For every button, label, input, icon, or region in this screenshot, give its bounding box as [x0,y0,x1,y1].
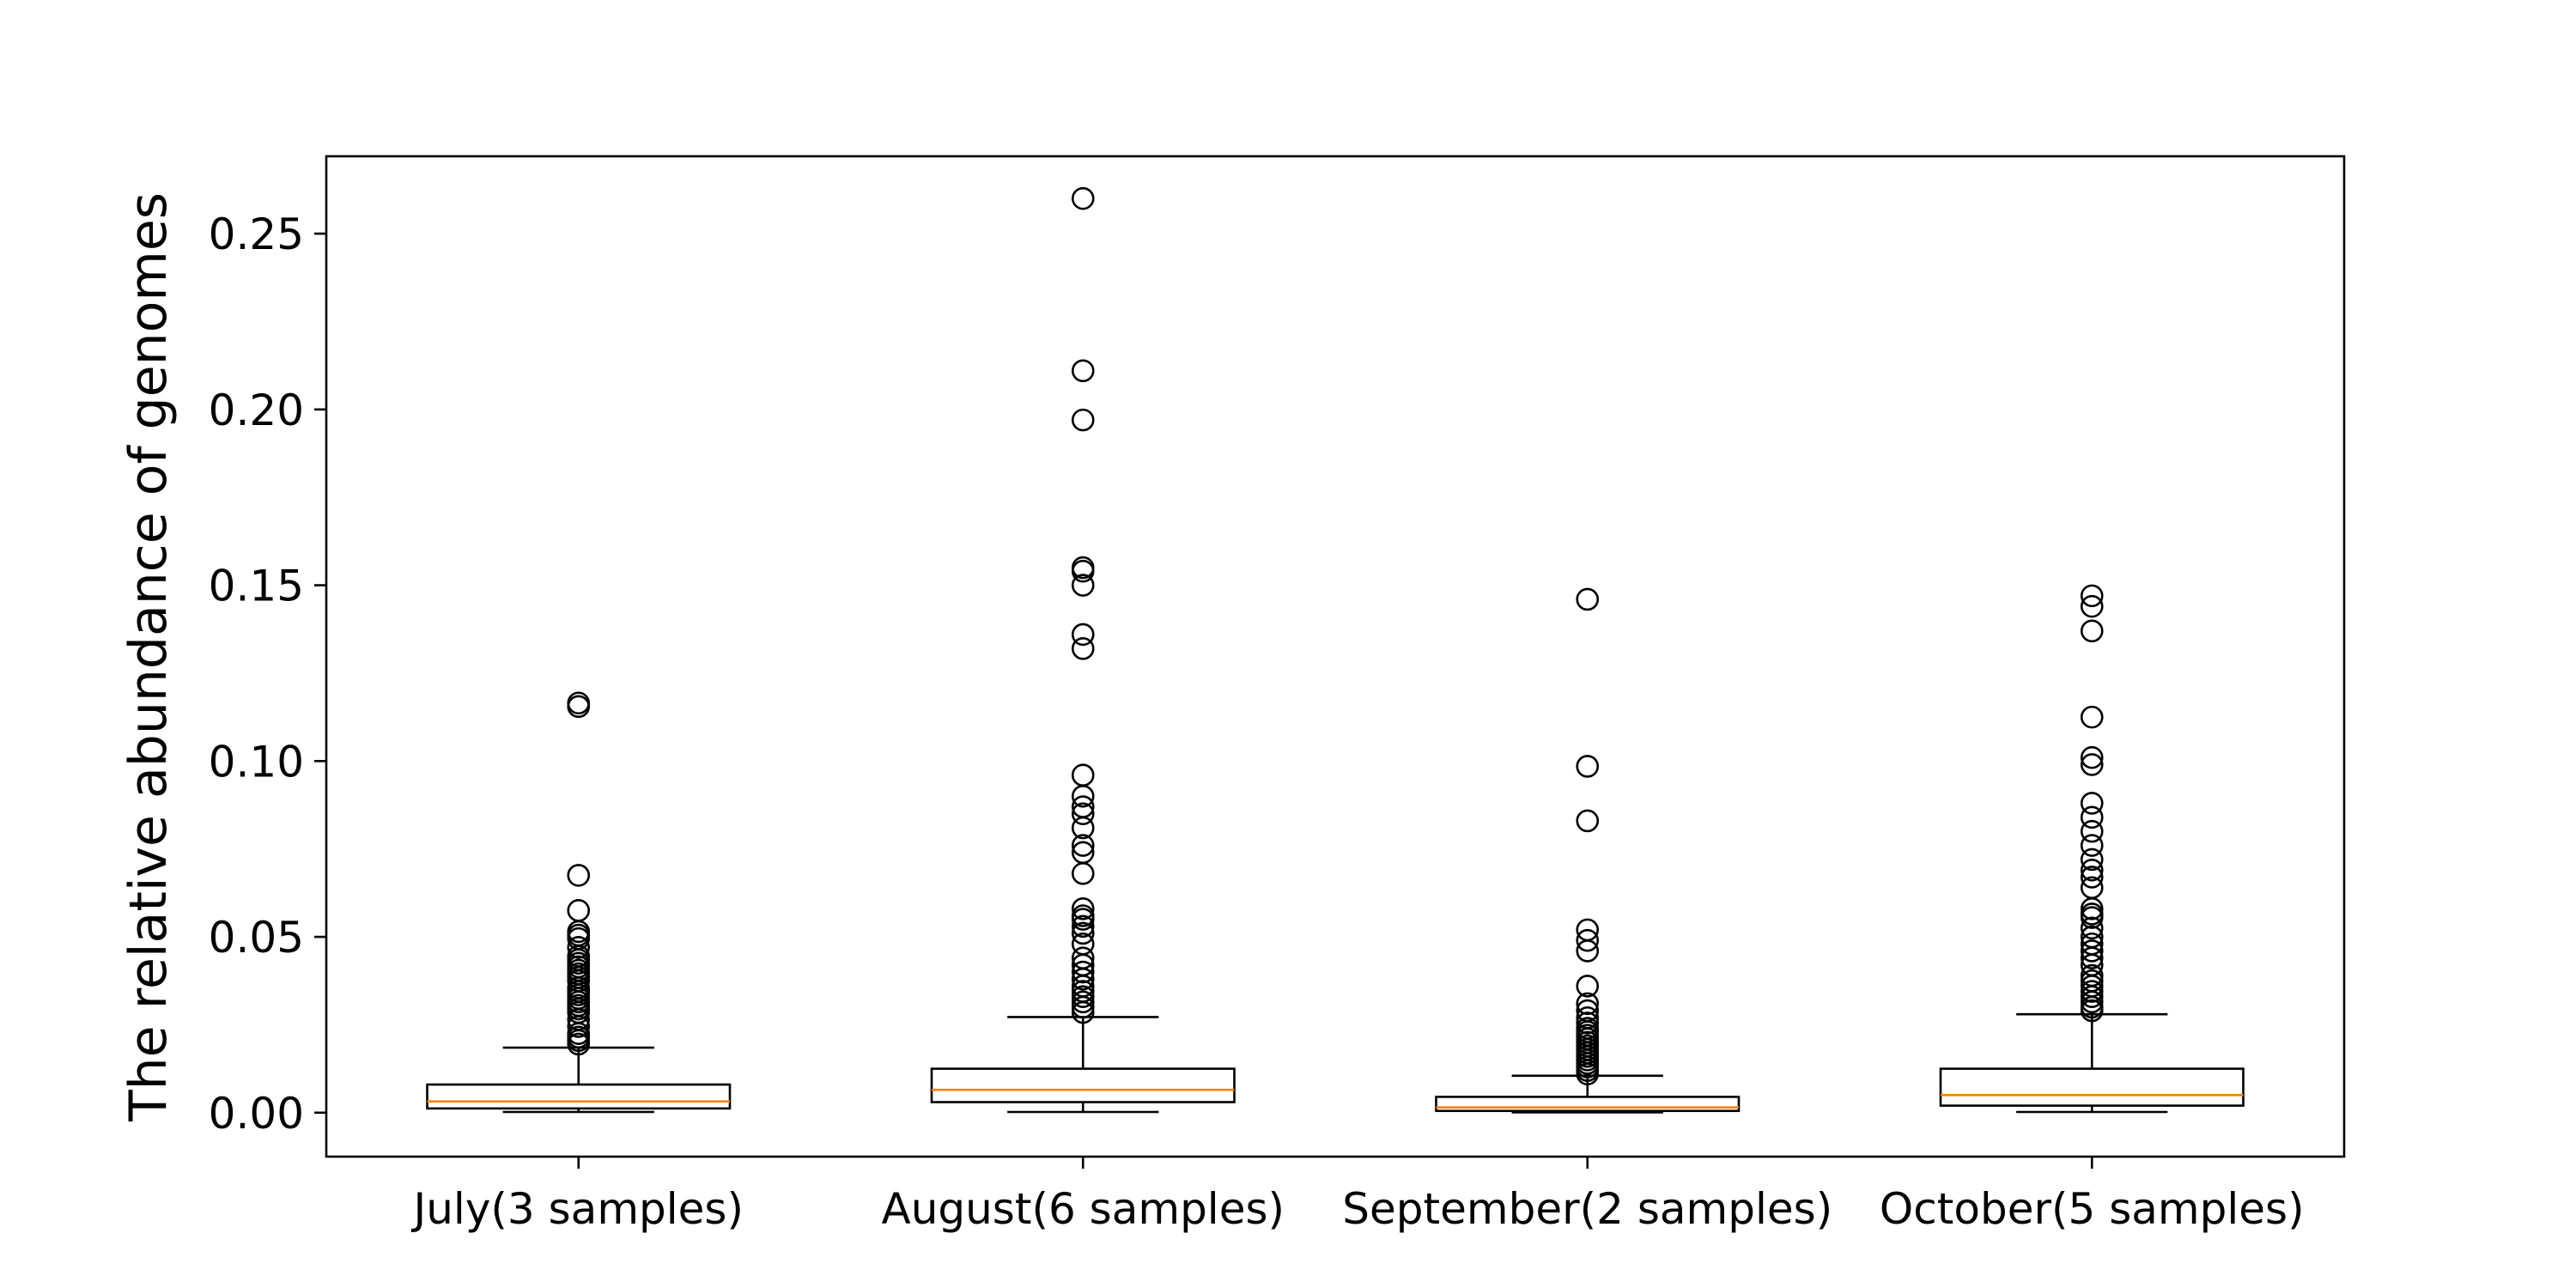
outlier-point [1071,904,1095,927]
outlier-point [2080,745,2104,769]
box [426,1083,732,1110]
outlier-point [1071,556,1095,580]
outlier-point [1071,897,1095,920]
y-axis-label: The relative abundance of genomes [118,192,179,1122]
outlier-point [567,899,591,922]
x-tick-label: September(2 samples) [1342,1184,1832,1234]
outlier-point [567,936,591,959]
outlier-point [1576,928,1600,952]
y-tick-label: 0.20 [209,386,304,435]
outlier-point [1071,841,1095,865]
outlier-point [2080,834,2104,857]
outlier-point [1071,932,1095,956]
outlier-point [1071,985,1095,1008]
outlier-point [1071,795,1095,818]
axes-frame [325,155,2346,1158]
outlier-point [1071,802,1095,826]
outlier-point [1071,359,1095,383]
outlier-point [2080,866,2104,889]
x-tick-label: August(6 samples) [881,1184,1285,1234]
outlier-point [567,691,591,715]
box [1435,1096,1741,1113]
outlier-point [2080,705,2104,729]
outlier-point [1576,755,1600,778]
outlier-point [2080,819,2104,843]
outlier-point [2080,594,2104,618]
outlier-point [1071,834,1095,857]
outlier-point [1576,1017,1600,1040]
outlier-point [1071,980,1095,1003]
y-tick-label: 0.05 [209,913,304,963]
outlier-point [1071,623,1095,647]
outlier-point [1071,186,1095,210]
outlier-point [1071,408,1095,432]
outlier-point [2080,916,2104,940]
y-tick-label: 0.15 [209,562,304,611]
outlier-point [2080,753,2104,776]
outlier-point [1576,992,1600,1016]
outlier-point [1576,999,1600,1023]
y-tick-label: 0.10 [209,737,304,787]
box [1939,1067,2245,1107]
y-tick-label: 0.00 [209,1089,304,1139]
outlier-point [2080,932,2104,956]
outlier-point [2080,792,2104,815]
box [930,1067,1236,1103]
outlier-point [1071,921,1095,945]
outlier-point [1576,1012,1600,1035]
outlier-point [1576,975,1600,998]
outlier-point [1071,636,1095,660]
outlier-point [2080,925,2104,949]
outlier-point [1576,809,1600,833]
outlier-point [2080,876,2104,900]
outlier-point [1576,587,1600,611]
outlier-point [2080,584,2104,608]
outlier-point [2080,939,2104,963]
outlier-point [2080,619,2104,643]
outlier-point [2080,969,2104,993]
outlier-point [567,864,591,887]
x-tick-label: July(3 samples) [411,1184,744,1234]
outlier-point [1071,763,1095,787]
outlier-point [2080,805,2104,829]
outlier-point [1576,1005,1600,1030]
outlier-point [1576,918,1600,942]
outlier-point [2080,980,2104,1003]
outlier-point [2080,902,2104,926]
outlier-point [1071,960,1095,984]
x-tick-label: October(5 samples) [1880,1184,2305,1234]
outlier-point [1071,946,1095,969]
outlier-point [2080,848,2104,872]
y-tick-label: 0.25 [209,210,304,259]
outlier-point [1071,990,1095,1014]
outlier-point [1071,914,1095,939]
outlier-point [2080,858,2104,882]
outlier-point [1071,574,1095,597]
outlier-point [2080,963,2104,987]
plot-area: 0.00 0.05 0.10 0.15 0.20 0.25 July(3 samples) A… [209,186,2305,1234]
